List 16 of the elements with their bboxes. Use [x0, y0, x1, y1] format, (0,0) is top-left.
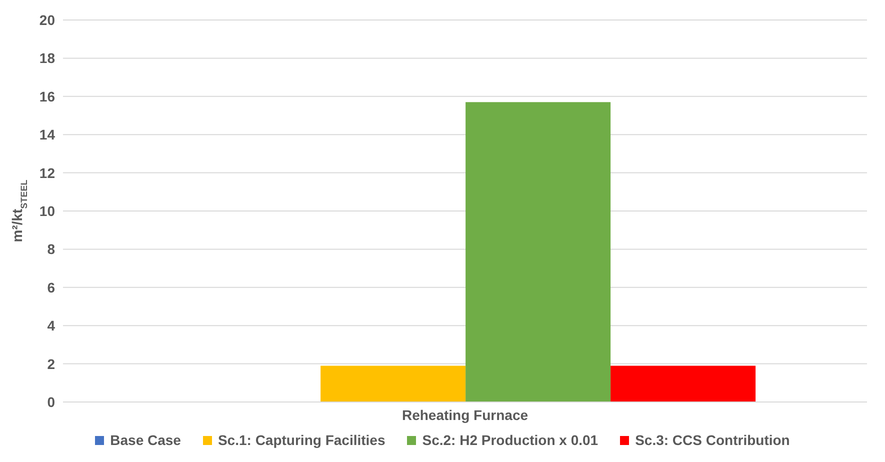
y-tick-label: 2: [47, 356, 56, 372]
legend-label: Sc.1: Capturing Facilities: [218, 432, 386, 448]
y-tick-label: 0: [47, 394, 56, 410]
legend-label: Base Case: [110, 432, 181, 448]
y-tick-label: 18: [39, 50, 56, 66]
y-tick-label: 12: [39, 164, 56, 181]
y-tick-label: 8: [47, 241, 56, 258]
x-tick-label: Reheating Furnace: [402, 406, 528, 423]
y-tick-label: 16: [39, 88, 56, 104]
y-tick-label: 20: [39, 12, 56, 28]
y-tick-label: 10: [39, 202, 56, 219]
y-tick-label: 14: [39, 126, 56, 143]
y-tick-label: 4: [47, 318, 56, 334]
legend-label: Sc.3: CCS Contribution: [635, 432, 790, 448]
y-tick-label: 6: [47, 279, 56, 296]
legend-label: Sc.2: H2 Production x 0.01: [422, 432, 598, 448]
